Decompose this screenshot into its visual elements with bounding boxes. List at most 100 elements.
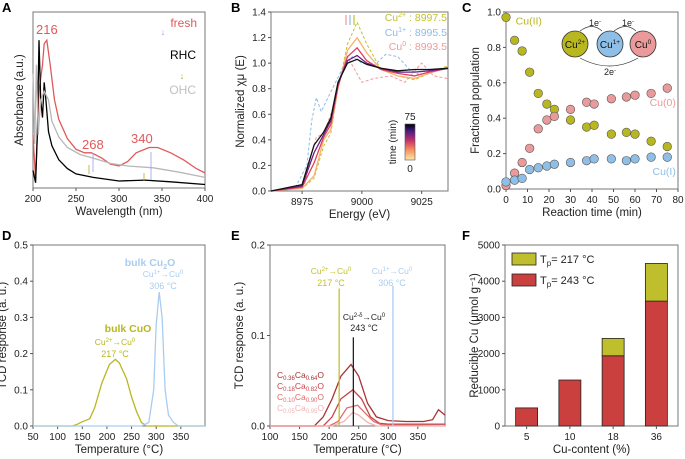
arrow-down-icon: ↓ <box>180 71 185 81</box>
panel-d-y-axis-label: TCD response (a. u.) <box>0 282 9 390</box>
x-tick-label: 18 <box>608 432 620 443</box>
point-Cu(I) <box>517 173 527 183</box>
y-tick-label: 0.2 <box>252 161 266 172</box>
point-Cu(II) <box>589 120 599 130</box>
x-tick-label: 350 <box>409 432 426 443</box>
point-Cu(0) <box>621 92 632 102</box>
marker-cu2-transition: Cu2+→Cu0 <box>311 266 352 276</box>
point-Cu(II) <box>646 136 656 146</box>
panel-a-y-axis-label: Absorbance (a.u.) <box>14 54 26 146</box>
panel-b-y-axis-label: Normalized χμ (E) <box>235 55 247 148</box>
panel-e-legend: C0.36Ca0.64OC0.18Ca0.82OC0.10Ca0.90OC0.0… <box>277 370 324 415</box>
x-tick-label: 250 <box>68 194 85 205</box>
point-Cu(0) <box>542 115 552 125</box>
point-Cu(II) <box>621 127 632 137</box>
y-tick-label: 0.2 <box>251 241 265 252</box>
point-Cu(II) <box>509 35 520 45</box>
cu1-label: Cu1+ <box>600 39 620 51</box>
y-tick-label: 0.0 <box>14 422 28 433</box>
y-tick-label: 0.1 <box>14 385 28 396</box>
change-arrows <box>88 152 152 181</box>
series-line-C0.10Ca0.90O <box>270 404 446 427</box>
point-Cu(0) <box>589 99 599 109</box>
bar-18-217 <box>601 337 625 357</box>
point-Cu(I) <box>646 152 656 162</box>
point-Cu(0) <box>533 124 543 134</box>
y-tick-label: 0.8 <box>252 84 266 95</box>
x-tick-label: 9000 <box>351 197 374 208</box>
x-tick-label: 20 <box>543 195 555 206</box>
direct-label: 2e- <box>604 67 616 77</box>
legend-cu0: Cu0 : 8993.5 <box>389 41 447 53</box>
y-tick-label: 0.4 <box>487 114 501 125</box>
x-tick-label: 150 <box>291 432 308 443</box>
y-tick-label: 0.4 <box>252 135 266 146</box>
y-tick-label: 0.4 <box>14 277 28 288</box>
point-Cu(II) <box>525 67 535 77</box>
panel-c-x-axis-label: Reaction time (min) <box>542 207 642 219</box>
x-tick-label: 5 <box>524 432 530 443</box>
panel-label-f: F <box>462 228 470 243</box>
y-tick-label: 0.8 <box>487 43 501 54</box>
legend-composition: C0.36Ca0.64O <box>277 370 324 382</box>
legend-fresh: fresh <box>170 16 197 30</box>
y-tick-label: 4000 <box>478 277 501 288</box>
point-Cu(I) <box>533 163 543 173</box>
cuo-title: bulk CuO <box>105 323 152 335</box>
legend-label-243: Tp= 243 °C <box>540 275 594 289</box>
panel-label-b: B <box>231 0 240 15</box>
y-tick-label: 5000 <box>478 241 501 252</box>
legend-composition: C0.18Ca0.82O <box>277 381 324 393</box>
colorbar-min: 0 <box>407 164 413 175</box>
point-Cu(II) <box>533 88 543 99</box>
reference-line-Cu2+ <box>270 20 449 192</box>
point-Cu(I) <box>582 156 592 166</box>
cu2-circle <box>561 30 589 58</box>
panel-label-e: E <box>231 228 240 243</box>
marker-cu2d-transition: Cu2-δ→Cu0 <box>343 312 386 322</box>
arrow-1e-step1 <box>579 26 603 32</box>
peak-label-340: 340 <box>131 131 153 146</box>
point-Cu(0) <box>662 83 672 93</box>
y-tick-label: 0.0 <box>251 422 265 433</box>
point-Cu(II) <box>662 141 672 152</box>
panel-b-axes-frame <box>270 11 449 192</box>
y-tick-label: 0.1 <box>251 331 265 342</box>
point-Cu(I) <box>501 177 511 187</box>
cuo-transition: Cu2+→Cu0 <box>95 337 136 347</box>
series-label-cu1: Cu(I) <box>653 166 676 178</box>
series-line-bulk Cu2O <box>33 292 205 427</box>
y-tick-label: 0.2 <box>14 349 28 360</box>
x-tick-label: 40 <box>586 195 598 206</box>
panel-label-d: D <box>2 228 11 243</box>
colorbar-max: 75 <box>404 112 416 123</box>
y-tick-label: 1.2 <box>252 33 266 44</box>
panel-d-x-axis-label: Temperature (°C) <box>75 444 163 456</box>
x-tick-label: 0 <box>503 195 509 206</box>
x-tick-label: 400 <box>197 194 214 205</box>
legend-composition: C0.10Ca0.90O <box>277 392 324 404</box>
point-Cu(II) <box>582 122 592 132</box>
series-line-RHC <box>32 40 206 186</box>
panel-d-chart: 0.0 0.1 0.2 0.3 0.4 0.5 50 100 150 200 250 300 350 Te… <box>0 241 206 456</box>
series-line-t50 <box>270 54 449 192</box>
y-tick-label: 1000 <box>478 385 501 396</box>
panel-d-annotations: bulk Cu2O Cu1+→Cu0 306 °C bulk CuO Cu2+→… <box>95 257 184 359</box>
point-Cu(0) <box>646 88 656 99</box>
point-Cu(0) <box>565 104 576 114</box>
panel-c-chart: 0.0 0.2 0.4 0.6 0.8 1.0 0 10 20 30 40 50 60 70 80 React… <box>470 8 684 220</box>
legend-ohc: OHC <box>169 83 196 97</box>
x-tick-label: 50 <box>27 432 39 443</box>
x-tick-label: 100 <box>262 432 279 443</box>
series-line-fresh <box>32 38 206 180</box>
time-colorbar <box>404 123 416 161</box>
point-Cu(0) <box>517 157 527 168</box>
x-tick-label: 350 <box>154 194 171 205</box>
cu2o-temp: 306 °C <box>149 281 177 291</box>
panel-f-y-axis-label: Reducible Cu (μmol g⁻¹) <box>469 273 481 398</box>
series-line-C0.18Ca0.82O <box>270 388 445 427</box>
cu1-circle <box>596 30 624 58</box>
panel-c-y-axis-label: Fractional population <box>470 47 482 154</box>
series-label-cu2: Cu(II) <box>516 15 542 27</box>
